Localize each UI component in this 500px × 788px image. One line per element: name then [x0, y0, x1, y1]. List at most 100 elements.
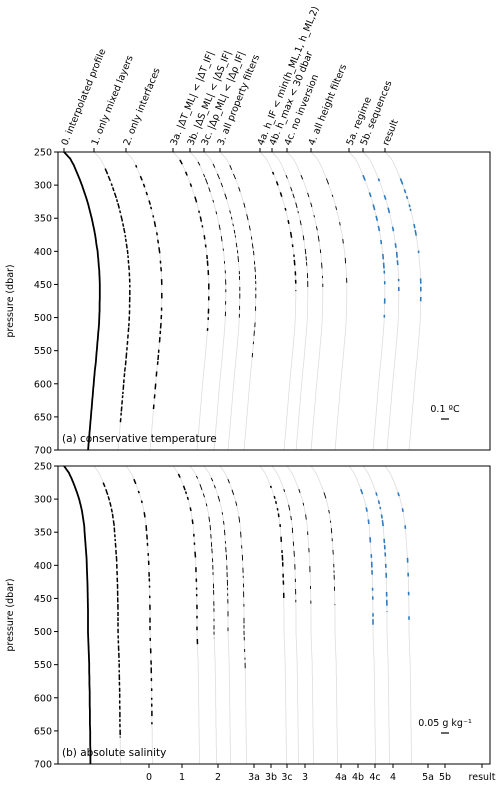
step-segment — [377, 500, 381, 505]
step-segment — [135, 164, 138, 168]
step-segment — [291, 244, 294, 248]
scale-bar-label: 0.1 ºC — [430, 404, 460, 415]
step-segment — [328, 509, 330, 514]
panel-label: (a) conservative temperature — [62, 433, 217, 445]
step-segment — [243, 202, 246, 208]
step-segment — [342, 239, 344, 244]
step-label-result: result — [381, 118, 401, 147]
step-segment — [117, 203, 121, 209]
step-segment — [123, 227, 126, 234]
y-tick-label: 650 — [34, 726, 52, 737]
step-segment — [115, 199, 119, 203]
step-segment — [401, 508, 404, 513]
step-tick-4a: 4a — [335, 772, 347, 783]
y-tick-label: 300 — [34, 495, 52, 506]
step-tick-result: result — [469, 772, 496, 783]
step-ticks-bottom: 0 1 2 3a 3b 3c 3 4a 4b 4c 4 5a 5b result — [146, 764, 496, 783]
step-segment — [220, 236, 223, 242]
step-segment — [302, 502, 305, 506]
step-tick-3c: 3c — [281, 772, 292, 783]
background-profile — [384, 465, 412, 764]
step-segment — [235, 501, 238, 506]
step-segment — [405, 195, 409, 200]
step-segment — [224, 193, 228, 200]
panel-label: (b) absolute salinity — [62, 747, 166, 759]
background-profile — [125, 465, 153, 764]
background-profile — [189, 465, 217, 764]
panel-salinity: 250 300 350 400 450 500 550 600 650 700 pressure (… — [5, 462, 491, 771]
step-segment — [387, 207, 391, 214]
background-profile — [259, 151, 297, 451]
step-segment — [105, 489, 109, 495]
step-segment — [248, 225, 251, 231]
step-segment — [194, 196, 198, 203]
step-segment — [380, 239, 383, 245]
background-profile — [286, 151, 324, 451]
y-tick-label: 450 — [34, 594, 52, 605]
step-tick-5b: 5b — [439, 772, 451, 783]
step-segment — [191, 519, 194, 525]
y-tick-label: 500 — [34, 313, 52, 324]
step-segment — [238, 516, 241, 523]
step-segment — [205, 503, 208, 507]
step-segment — [217, 495, 221, 502]
step-segment — [290, 515, 292, 521]
background-profile — [172, 465, 200, 764]
step-segment — [377, 178, 381, 182]
step-segment — [194, 551, 197, 558]
step-segment — [409, 208, 412, 211]
step-tick-1: 1 — [179, 772, 185, 783]
background-profile — [286, 465, 314, 764]
step-segment — [220, 182, 224, 188]
step-segment — [269, 485, 273, 489]
step-segment — [186, 496, 190, 501]
background-profile — [362, 151, 400, 451]
step-segment — [215, 211, 218, 215]
step-tick-5a: 5a — [422, 772, 434, 783]
step-segment — [381, 520, 384, 527]
step-segment — [216, 173, 221, 180]
y-axis-label: pressure (dbar) — [5, 264, 16, 337]
step-segment — [399, 178, 404, 185]
step-segment — [237, 256, 239, 263]
step-segment — [120, 215, 124, 222]
step-segment — [155, 232, 158, 236]
step-segment — [184, 491, 188, 495]
step-segment — [133, 478, 137, 485]
step-segment — [339, 222, 341, 226]
step-segment — [375, 215, 379, 221]
step-segment — [137, 490, 140, 494]
step-segment — [293, 259, 296, 266]
y-tick-label: 450 — [34, 280, 52, 291]
step-segment — [310, 202, 313, 208]
step-tick-4: 4 — [390, 772, 396, 783]
step-segment — [299, 220, 302, 226]
background-profile — [384, 151, 422, 451]
step-segment — [148, 200, 152, 205]
step-segment — [123, 367, 126, 372]
step-segment — [315, 226, 318, 231]
background-profile — [271, 465, 299, 764]
y-tick-label: 400 — [34, 561, 52, 572]
step-segment — [233, 229, 236, 234]
step-segment — [182, 485, 186, 491]
step-segment — [208, 187, 211, 193]
step-tick-4c: 4c — [369, 772, 380, 783]
step-segment — [238, 187, 241, 192]
background-profile — [310, 465, 338, 764]
step-segment — [279, 192, 283, 197]
step-segment — [246, 214, 249, 221]
step-segment — [271, 171, 275, 175]
scale-bar-label: 0.05 g kg⁻¹ — [418, 718, 472, 729]
step-segment — [210, 477, 214, 482]
y-tick-label: 350 — [34, 528, 52, 539]
y-tick-label: 250 — [34, 148, 52, 159]
step-segment — [288, 504, 291, 511]
step-segment — [229, 165, 233, 170]
step-segment — [285, 175, 288, 179]
step-segment — [213, 485, 216, 489]
step-segment — [104, 168, 109, 175]
step-segment — [360, 488, 364, 495]
background-profile — [93, 465, 121, 764]
